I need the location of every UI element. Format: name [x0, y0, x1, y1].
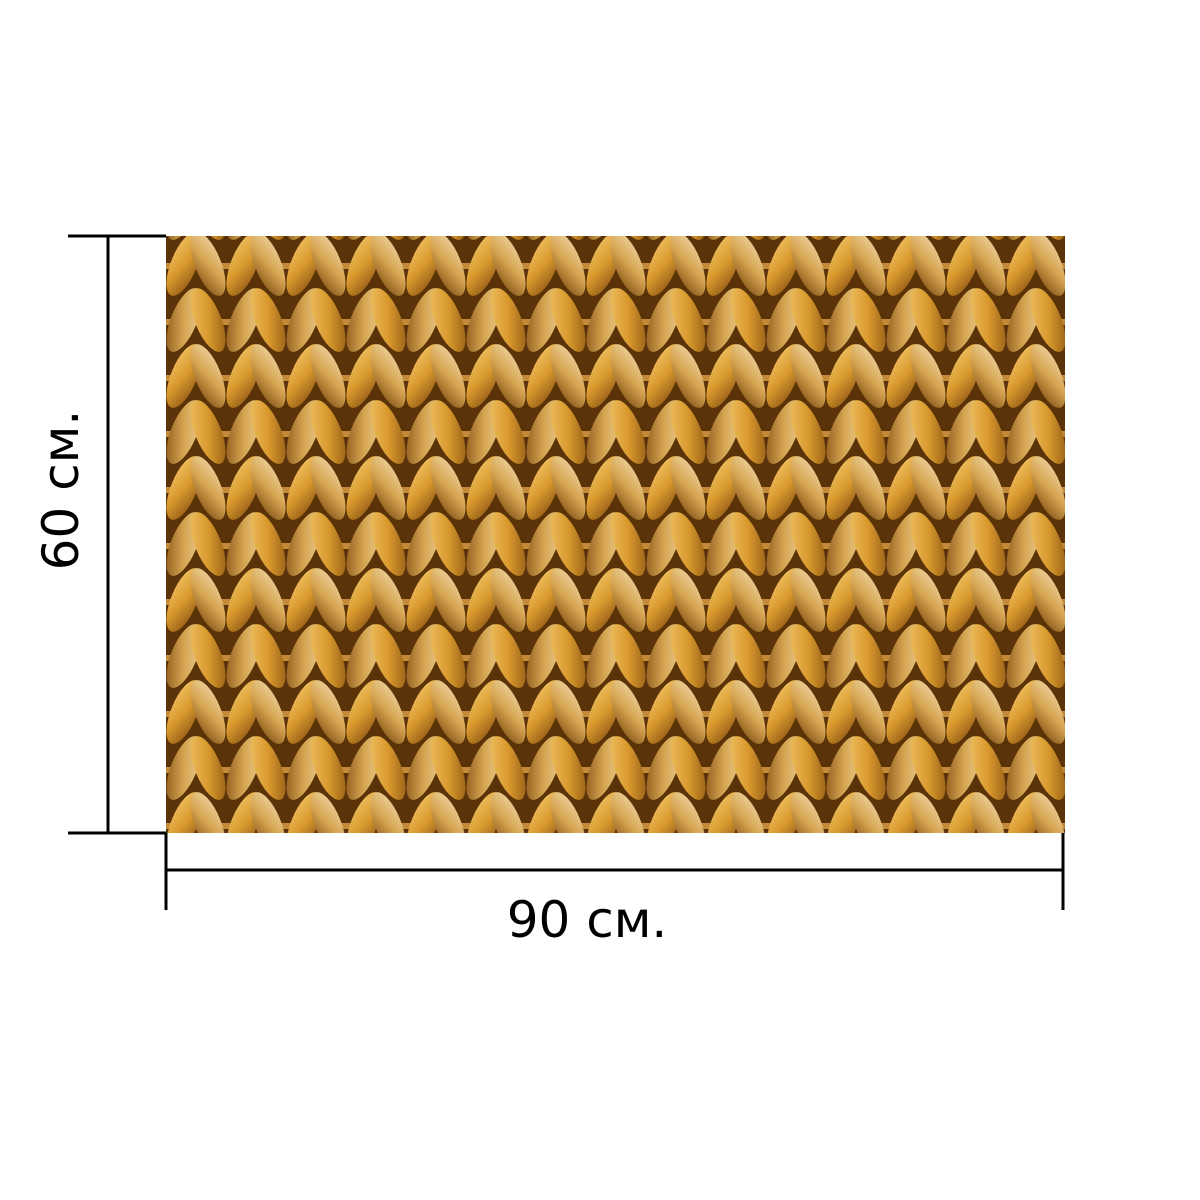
woven-texture [166, 236, 1065, 833]
height-label: 60 см. [32, 410, 90, 571]
width-label: 90 см. [507, 891, 668, 949]
